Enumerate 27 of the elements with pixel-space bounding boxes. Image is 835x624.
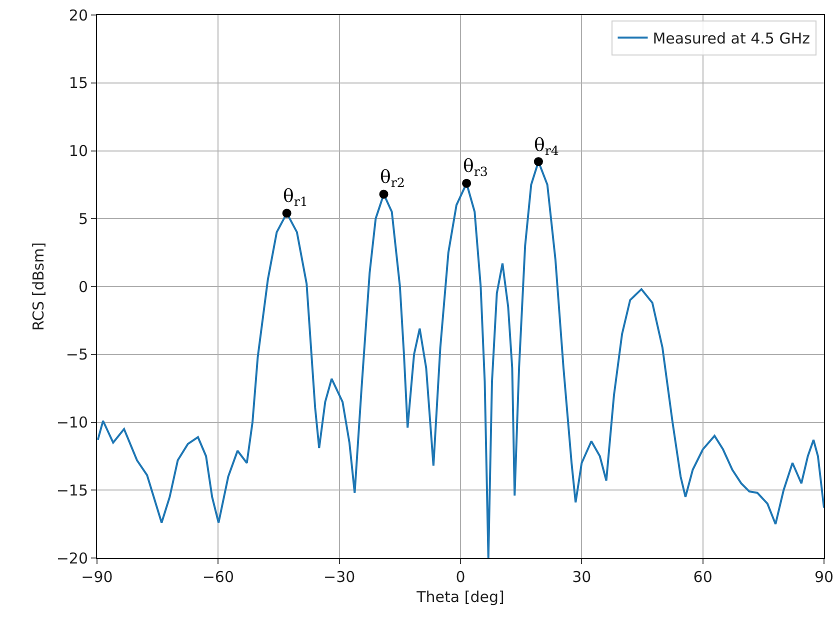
x-tick-label: −30 (324, 568, 356, 586)
x-tick-label: 30 (572, 568, 592, 586)
point (462, 178, 472, 188)
y-tick-label: −15 (56, 481, 88, 500)
point (379, 190, 388, 199)
annotation: θ$_{r2}$ (380, 167, 405, 190)
x-tick-label: −60 (202, 568, 234, 586)
y-tick-label: 0 (78, 278, 88, 296)
x-tick-label: 0 (456, 568, 466, 586)
point (282, 208, 292, 218)
y-tick-label: 20 (68, 6, 88, 24)
x-axis-title: Theta [deg] (416, 588, 504, 606)
legend-label: Measured at 4.5 GHz (652, 30, 810, 48)
annotation: θ$_{r3}$ (463, 156, 488, 179)
y-axis-title: RCS [dBsm] (30, 242, 48, 331)
x-tick-label: −90 (81, 568, 113, 586)
annotation: θ$_{r4}$ (534, 135, 559, 158)
y-tick-label: −20 (56, 549, 88, 568)
y-tick-label: 10 (68, 142, 88, 160)
y-tick-label: 5 (78, 210, 88, 228)
x-tick-label: 90 (814, 568, 834, 586)
y-tick-label: −5 (66, 346, 88, 364)
x-tick-label: 60 (693, 568, 712, 586)
annotation: θ$_{r1}$ (283, 186, 308, 209)
point (534, 157, 543, 166)
y-tick-label: −10 (56, 414, 88, 432)
y-tick-label: 15 (68, 74, 88, 92)
